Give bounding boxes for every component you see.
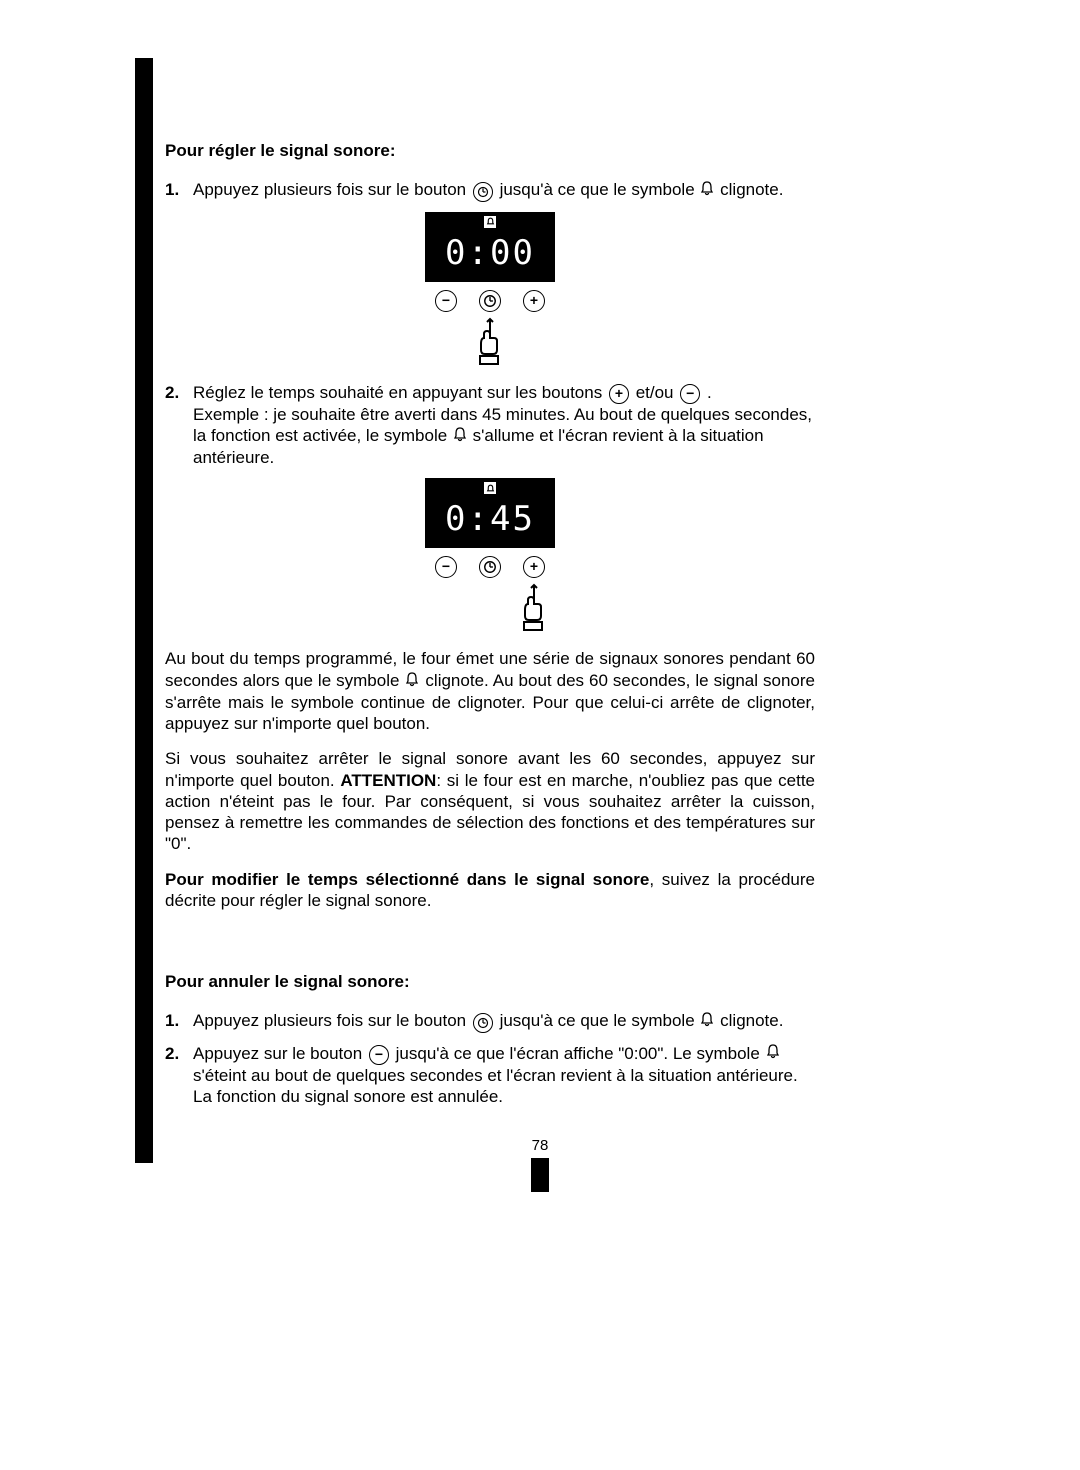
page-number: 78 — [110, 1137, 970, 1154]
step-number: 2. — [165, 382, 193, 469]
screen: 0:45 — [425, 478, 555, 548]
step-body: Appuyez plusieurs fois sur le bouton jus… — [193, 179, 815, 201]
bell-icon — [404, 671, 420, 692]
step-number: 1. — [165, 179, 193, 201]
minus-icon: − — [680, 382, 700, 404]
text-bold: Pour modifier le temps sélectionné dans … — [165, 870, 649, 889]
clock-button — [479, 556, 501, 578]
step-body: Réglez le temps souhaité en appuyant sur… — [193, 382, 815, 469]
button-row: − + — [410, 556, 570, 578]
attention: ATTENTION — [340, 771, 436, 790]
paragraph: Au bout du temps programmé, le four émet… — [165, 648, 815, 734]
text: clignote. — [720, 1011, 783, 1030]
button-row: − + — [410, 290, 570, 312]
text: Appuyez sur le bouton — [193, 1044, 362, 1063]
text: Appuyez plusieurs fois sur le bouton — [193, 1011, 466, 1030]
text: . — [707, 383, 712, 402]
display-time: 0:00 — [425, 232, 555, 275]
display-figure-2: 0:45 − + — [410, 478, 570, 632]
bell-icon — [452, 426, 468, 447]
minus-icon: − — [369, 1043, 389, 1065]
text: et/ou — [636, 383, 674, 402]
display-time: 0:45 — [425, 498, 555, 541]
text: jusqu'à ce que l'écran affiche "0:00". L… — [396, 1044, 760, 1063]
minus-button: − — [435, 556, 457, 578]
clock-button — [479, 290, 501, 312]
minus-button: − — [435, 290, 457, 312]
display-figure-1: 0:00 − + — [410, 212, 570, 366]
step-number: 2. — [165, 1043, 193, 1108]
text: jusqu'à ce que le symbole — [500, 1011, 695, 1030]
plus-button: + — [523, 290, 545, 312]
section1-title: Pour régler le signal sonore: — [165, 140, 815, 161]
text: s'éteint au bout de quelques secondes et… — [193, 1066, 798, 1106]
footer-bar — [531, 1158, 549, 1192]
paragraph: Si vous souhaitez arrêter le signal sono… — [165, 748, 815, 854]
content: Pour régler le signal sonore: 1. Appuyez… — [165, 140, 815, 1107]
plus-icon: + — [609, 382, 629, 404]
hand-icon — [410, 316, 570, 366]
step-body: Appuyez plusieurs fois sur le bouton jus… — [193, 1010, 815, 1032]
page: Pour régler le signal sonore: 1. Appuyez… — [0, 0, 1080, 1232]
bell-icon — [484, 482, 496, 494]
list-item: 1. Appuyez plusieurs fois sur le bouton … — [165, 1010, 815, 1032]
text: Appuyez plusieurs fois sur le bouton — [193, 180, 466, 199]
hand-icon — [410, 582, 570, 632]
vertical-bar — [135, 58, 153, 1163]
step-body: Appuyez sur le bouton − jusqu'à ce que l… — [193, 1043, 815, 1108]
list-item: 2. Appuyez sur le bouton − jusqu'à ce qu… — [165, 1043, 815, 1108]
bell-icon — [699, 1011, 715, 1032]
clock-icon — [473, 180, 493, 202]
text: Réglez le temps souhaité en appuyant sur… — [193, 383, 602, 402]
bell-icon — [484, 216, 496, 228]
paragraph: Pour modifier le temps sélectionné dans … — [165, 869, 815, 912]
clock-icon — [473, 1011, 493, 1033]
list-item: 1. Appuyez plusieurs fois sur le bouton … — [165, 179, 815, 201]
text: clignote. — [720, 180, 783, 199]
bell-icon — [699, 180, 715, 201]
bell-icon — [765, 1043, 781, 1064]
list-item: 2. Réglez le temps souhaité en appuyant … — [165, 382, 815, 469]
plus-button: + — [523, 556, 545, 578]
section2-title: Pour annuler le signal sonore: — [165, 971, 815, 992]
screen: 0:00 — [425, 212, 555, 282]
step-number: 1. — [165, 1010, 193, 1032]
text: jusqu'à ce que le symbole — [500, 180, 695, 199]
